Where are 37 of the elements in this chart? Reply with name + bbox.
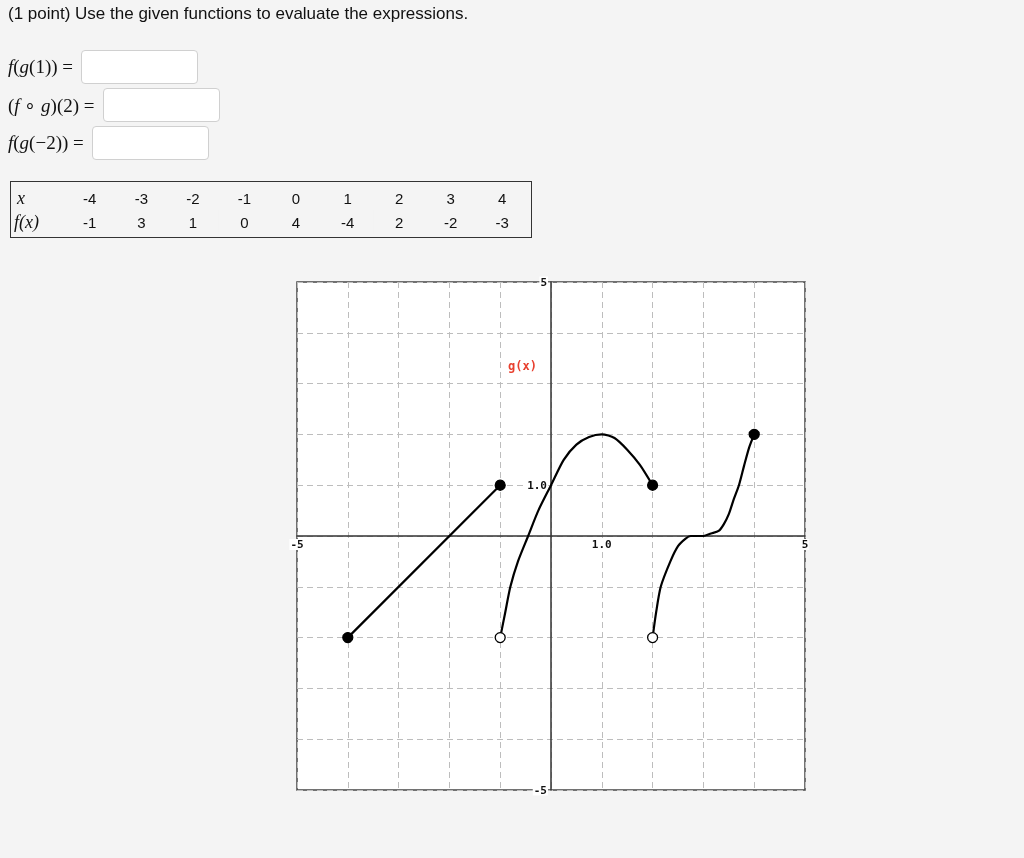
point [646, 479, 659, 491]
x-tick-label: 1 [343, 190, 352, 207]
data-label: -2 [443, 213, 458, 231]
y-tick-label: f(x) [14, 212, 39, 233]
data-label: 1 [188, 213, 198, 231]
data-label: 0 [240, 213, 249, 231]
data-label: -1 [83, 213, 97, 231]
point [646, 631, 659, 644]
text: (f ∘ g)(2) = [8, 94, 95, 116]
x-tick-label: -1 [237, 190, 252, 207]
data-label: 2 [394, 213, 404, 231]
x-tick-label: 3 [446, 190, 455, 207]
data-label: -4 [340, 213, 355, 231]
y-tick-label: 1.0 [527, 478, 547, 492]
data-label: -3 [495, 213, 509, 231]
x-tick-label: -5 [290, 538, 304, 551]
y-tick-label: 5 [540, 275, 547, 289]
text: f(g(1)) = [8, 56, 74, 78]
x-tick-label: -4 [83, 190, 97, 207]
x-tick-label: 1.0 [591, 538, 612, 551]
x-axis-title: x [16, 188, 25, 208]
point [494, 479, 506, 491]
x-tick-label: 2 [394, 190, 404, 207]
x-tick-label: 4 [498, 190, 507, 207]
x-tick-label: -2 [186, 190, 200, 207]
text: f(g(−2)) = [8, 132, 84, 153]
x-tick-label: 5 [801, 538, 809, 551]
data-label: 3 [137, 213, 146, 231]
text: (1 point) Use the given functions to evaluate the expressions. [8, 4, 469, 24]
point [342, 631, 354, 644]
point [748, 428, 760, 441]
point [494, 631, 506, 644]
annotation: g(x) [508, 359, 537, 373]
data-label: 4 [291, 213, 301, 231]
x-tick-label: 0 [291, 190, 301, 207]
x-tick-label: -3 [134, 190, 149, 207]
y-tick-label: -5 [533, 783, 547, 797]
